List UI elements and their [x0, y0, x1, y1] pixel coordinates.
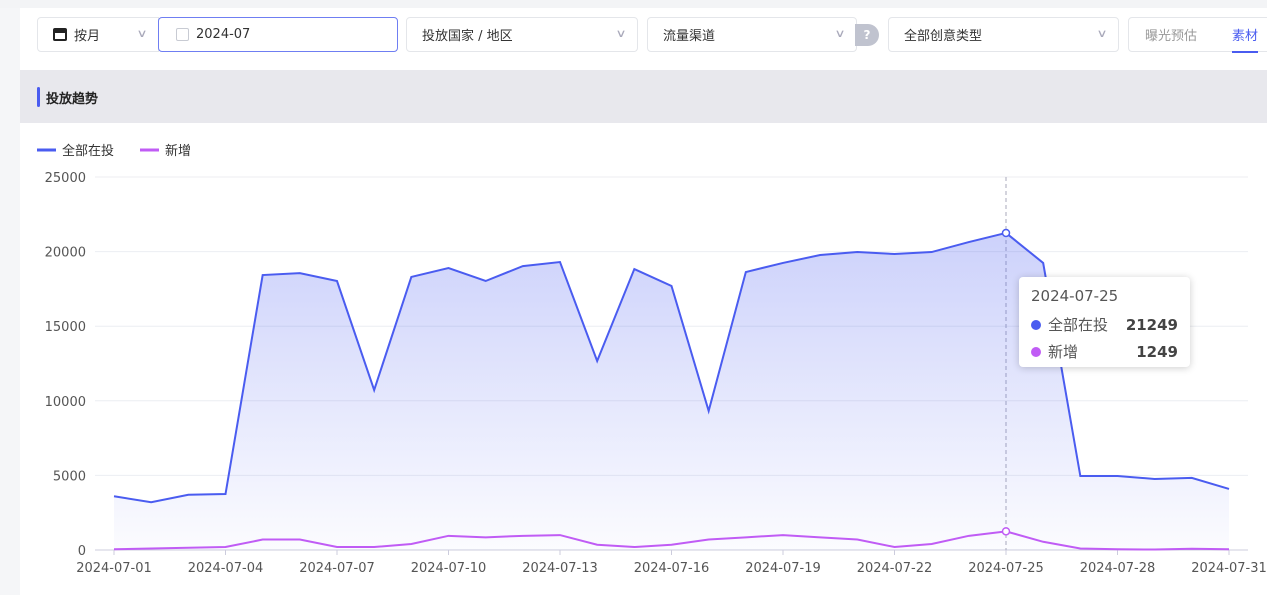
tooltip-series-name: 全部在投 [1048, 316, 1109, 334]
channel-label: 流量渠道 [663, 29, 716, 44]
period-label: 按月 [74, 29, 101, 44]
series-area [114, 232, 1229, 551]
series-dot-icon [1031, 346, 1041, 357]
country-select[interactable]: 投放国家 / 地区 ∨ [406, 17, 638, 52]
y-tick-label: 0 [78, 544, 86, 559]
series-line [113, 530, 1230, 551]
y-tick-label: 20000 [45, 246, 86, 261]
calendar-icon [176, 28, 189, 41]
date-value: 2024-07 [196, 27, 251, 42]
section-title: 投放趋势 [46, 92, 99, 107]
help-icon[interactable]: ? [855, 24, 879, 46]
legend-label: 新增 [165, 143, 191, 159]
country-label: 投放国家 / 地区 [422, 29, 513, 44]
tooltip-series-name: 新增 [1048, 343, 1079, 361]
x-tick-label: 2024-07-04 [188, 561, 264, 576]
section-header: 投放趋势 [20, 70, 1267, 123]
creative-type-label: 全部创意类型 [904, 29, 983, 44]
series-dot-icon [1031, 319, 1041, 330]
date-input[interactable]: 2024-07 [158, 17, 398, 52]
section-accent [37, 87, 40, 107]
y-tick-label: 5000 [53, 469, 86, 484]
tooltip-value: 21249 [1125, 315, 1178, 334]
y-tick-label: 15000 [45, 320, 86, 335]
chevron-down-icon: ∨ [1096, 27, 1108, 40]
calendar-icon [53, 28, 67, 41]
tooltip-row: 全部在投 21249 [1031, 311, 1178, 338]
x-tick-label: 2024-07-13 [522, 561, 598, 576]
x-tick-label: 2024-07-28 [1080, 561, 1156, 576]
view-tabs: 曝光预估 素材 [1128, 17, 1267, 53]
top-strip [0, 0, 1267, 8]
y-tick-label: 25000 [45, 171, 86, 186]
tooltip-row: 新增 1249 [1031, 338, 1178, 365]
period-select[interactable]: 按月 ∨ [37, 17, 159, 52]
creative-type-select[interactable]: 全部创意类型 ∨ [888, 17, 1119, 52]
tab-material[interactable]: 素材 [1232, 17, 1259, 53]
tab-exposure[interactable]: 曝光预估 [1145, 29, 1198, 44]
channel-select[interactable]: 流量渠道 ∨ [647, 17, 857, 52]
chevron-down-icon: ∨ [615, 27, 627, 40]
tooltip-date: 2024-07-25 [1031, 287, 1119, 305]
x-tick-label: 2024-07-19 [745, 561, 821, 576]
tooltip-value: 1249 [1136, 342, 1178, 361]
x-tick-label: 2024-07-31 [1191, 561, 1267, 576]
x-tick-label: 2024-07-22 [857, 561, 933, 576]
x-tick-label: 2024-07-16 [634, 561, 710, 576]
x-tick-label: 2024-07-25 [968, 561, 1044, 576]
legend-label: 全部在投 [62, 143, 114, 159]
chevron-down-icon: ∨ [834, 27, 846, 40]
data-point [1001, 527, 1011, 536]
chevron-down-icon: ∨ [136, 27, 148, 40]
series-line [113, 231, 1230, 504]
x-tick-label: 2024-07-07 [299, 561, 375, 576]
y-tick-label: 10000 [45, 395, 86, 410]
x-tick-label: 2024-07-01 [76, 561, 152, 576]
chart-tooltip: 2024-07-25 全部在投 21249 新增 1249 [1019, 277, 1190, 367]
data-point [1001, 228, 1011, 238]
x-tick-label: 2024-07-10 [411, 561, 487, 576]
